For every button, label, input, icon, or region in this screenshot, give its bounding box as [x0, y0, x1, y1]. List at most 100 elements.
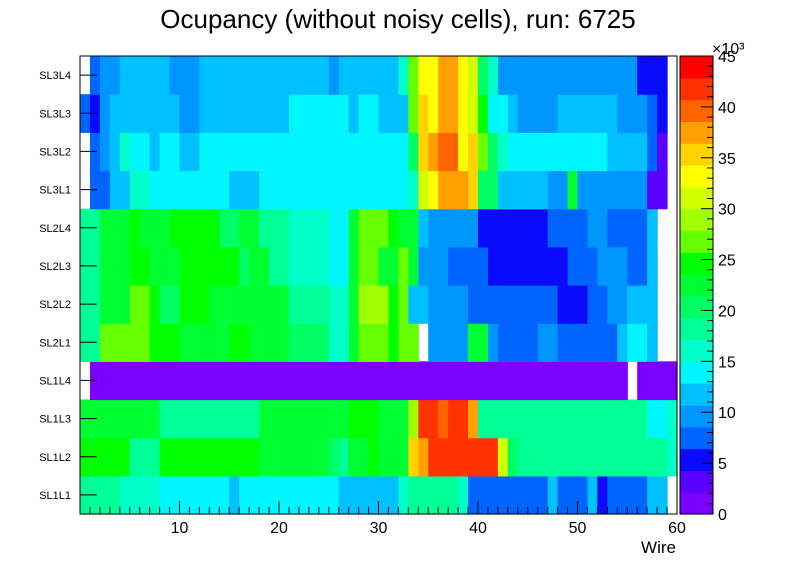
heatmap-cell — [468, 132, 479, 172]
heatmap-cell — [507, 132, 549, 172]
heatmap-cell — [458, 475, 469, 515]
heatmap-cell — [229, 323, 250, 362]
heatmap-cell — [597, 170, 648, 210]
heatmap-cell — [348, 208, 360, 248]
heatmap-cell — [507, 94, 519, 133]
y-tick-label: SL2L3 — [39, 261, 71, 273]
palette-bin — [680, 404, 713, 428]
heatmap-cell — [547, 208, 589, 248]
y-tick-label: SL2L1 — [39, 337, 71, 349]
heatmap-cell — [269, 285, 290, 324]
heatmap-cell — [129, 246, 151, 286]
heatmap-cell — [398, 475, 409, 515]
palette-tick-label: 40 — [718, 100, 736, 117]
heatmap-cell — [458, 132, 469, 172]
heatmap-cell — [378, 170, 409, 210]
heatmap-cell — [577, 132, 608, 172]
y-tick-label: SL1L2 — [39, 452, 71, 464]
heatmap-cell — [567, 170, 579, 210]
heatmap-cell — [458, 170, 469, 210]
heatmap-cell — [557, 437, 668, 477]
heatmap-cell — [328, 323, 350, 362]
heatmap-cell — [547, 475, 559, 515]
heatmap-cell — [159, 246, 181, 286]
palette-tick-label: 25 — [718, 253, 736, 270]
heatmap-cell — [199, 56, 330, 95]
palette-bin — [680, 317, 713, 341]
x-axis-label: Wire — [641, 538, 676, 557]
heatmap-cell — [288, 323, 330, 362]
heatmap-cell — [378, 94, 409, 133]
heatmap-cell — [408, 56, 419, 95]
y-tick-label: SL1L1 — [39, 490, 71, 502]
heatmap-cell — [408, 475, 459, 515]
heatmap-cell — [517, 94, 529, 133]
heatmap-cell — [99, 208, 131, 248]
heatmap-cell — [259, 170, 350, 210]
heatmap-cell — [89, 170, 111, 210]
heatmap-cell — [418, 94, 429, 133]
heatmap-cell — [577, 170, 598, 210]
heatmap-cell — [199, 94, 290, 133]
heatmap-cell — [179, 94, 191, 133]
heatmap-cell — [328, 437, 340, 477]
heatmap-cell — [497, 170, 549, 210]
x-tick-label: 10 — [171, 520, 189, 537]
heatmap-cell — [478, 399, 559, 439]
heatmap-cell — [617, 323, 628, 362]
heatmap-cell — [328, 208, 350, 248]
heatmap-cell — [557, 475, 589, 515]
heatmap-cell — [199, 132, 280, 172]
heatmap-cell — [179, 246, 240, 286]
palette-bin — [680, 339, 713, 362]
heatmap-cell — [408, 437, 419, 477]
heatmap-cell — [557, 399, 648, 439]
heatmap-cell — [567, 132, 579, 172]
heatmap-cell — [149, 170, 161, 210]
heatmap-cell — [478, 132, 489, 172]
heatmap-cell — [388, 285, 399, 324]
heatmap-cell — [129, 285, 151, 324]
heatmap-cell — [458, 94, 469, 133]
palette-tick-label: 0 — [718, 507, 727, 524]
heatmap-cell — [607, 208, 648, 248]
heatmap-cell — [507, 437, 519, 477]
y-tick-label: SL3L2 — [39, 146, 71, 158]
heatmap-cell — [109, 170, 131, 210]
heatmap-cell — [438, 132, 459, 172]
heatmap-cell — [99, 246, 131, 286]
heatmap-cell — [537, 323, 559, 362]
y-tick-label: SL2L2 — [39, 299, 71, 311]
heatmap-cell — [647, 323, 658, 362]
heatmap-cell — [438, 170, 459, 210]
heatmap-cell — [348, 437, 370, 477]
heatmap-cell — [408, 285, 429, 324]
heatmap-cell — [517, 56, 638, 95]
heatmap-cell — [99, 94, 111, 133]
heatmap-cell — [259, 437, 330, 477]
palette-axis: 0 5 10 15 20 25 30 35 40 45 — [701, 49, 736, 524]
heatmap-cell — [338, 56, 399, 95]
heatmap-cell — [229, 170, 260, 210]
palette-bin — [680, 99, 713, 123]
heatmap-cell — [398, 246, 409, 286]
heatmap-cell — [487, 323, 499, 362]
heatmap-cell — [358, 323, 390, 362]
heatmap-cell — [358, 208, 390, 248]
heatmap-cell — [667, 437, 678, 477]
palette-bin — [680, 252, 713, 275]
heatmap-cell — [149, 285, 161, 324]
heatmap-cell — [398, 285, 409, 324]
x-tick-label: 30 — [370, 520, 388, 537]
y-tick-label: SL1L3 — [39, 414, 71, 426]
heatmap-cell — [288, 285, 330, 324]
x-tick-label: 20 — [270, 520, 288, 537]
heatmap-cells — [80, 56, 678, 515]
heatmap-cell — [647, 208, 658, 248]
heatmap-cell — [239, 246, 250, 286]
heatmap-cell — [647, 475, 668, 515]
palette-bin — [680, 426, 713, 450]
heatmap-cell — [637, 361, 678, 401]
chart-title: Ocupancy (without noisy cells), run: 672… — [160, 4, 635, 34]
